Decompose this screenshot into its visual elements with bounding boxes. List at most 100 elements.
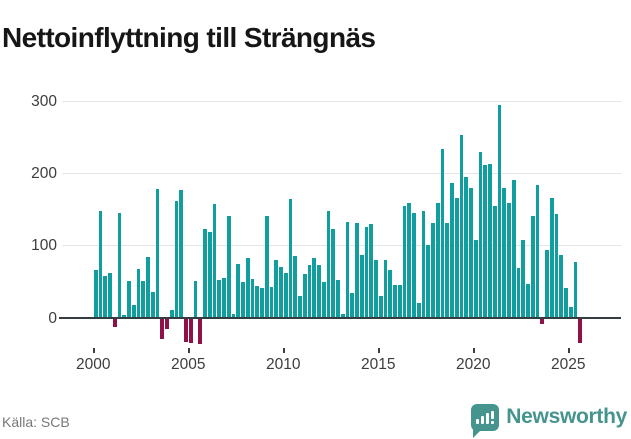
bar-2014-q2 (364, 227, 369, 318)
bar-2017-q1 (416, 303, 421, 318)
x-tick-label-2015: 2015 (361, 356, 396, 373)
bar-2012-q2 (326, 211, 331, 318)
bar-2017-q4 (431, 222, 435, 318)
bar-2014-q3 (369, 223, 374, 318)
bar-2005-q3 (198, 318, 203, 345)
x-tick-label-2025: 2025 (551, 356, 586, 373)
bar-2005-q4 (203, 229, 207, 318)
bar-2020-q4 (488, 163, 492, 318)
bar-2015-q3 (388, 269, 393, 318)
bar-2004-q2 (174, 201, 179, 318)
bar-2007-q1 (226, 216, 231, 318)
bar-2011-q4 (317, 264, 321, 318)
bar-2017-q3 (426, 245, 431, 318)
bar-2016-q3 (407, 203, 412, 318)
bar-2019-q1 (454, 197, 459, 318)
x-tick-label-2020: 2020 (456, 356, 491, 373)
bar-2012-q3 (331, 229, 336, 318)
bar-2011-q3 (312, 258, 317, 318)
bar-2009-q4 (279, 266, 283, 318)
bar-2019-q3 (464, 177, 469, 318)
bar-2003-q1 (150, 291, 155, 318)
bar-2012-q1 (321, 282, 326, 318)
bar-2015-q2 (383, 259, 388, 318)
bar-2014-q1 (359, 255, 364, 318)
bar-2008-q2 (250, 279, 255, 318)
x-tick-label-2005: 2005 (171, 356, 206, 373)
bar-2001-q3 (122, 314, 127, 318)
x-tick-2005 (187, 348, 190, 353)
newsworthy-bubble-chart-icon (471, 403, 500, 438)
gridline-300 (62, 101, 621, 102)
x-tick-2000 (92, 348, 95, 353)
bar-2023-q1 (530, 215, 535, 318)
y-tick-label-300: 300 (31, 93, 57, 110)
bar-2016-q4 (412, 212, 416, 318)
bar-2000-q1 (93, 269, 98, 318)
bar-2023-q2 (535, 185, 540, 318)
bar-2019-q2 (459, 134, 464, 318)
bar-2010-q3 (293, 256, 298, 318)
gridline-100 (62, 245, 621, 247)
bar-2003-q3 (160, 318, 165, 339)
bar-2001-q1 (112, 318, 117, 328)
bar-2002-q1 (131, 305, 136, 318)
y-tick-label-0: 0 (48, 309, 57, 327)
bar-2009-q2 (269, 287, 274, 318)
bar-2005-q1 (188, 318, 193, 344)
bar-2024-q2 (554, 213, 559, 318)
bar-2012-q4 (336, 279, 340, 318)
bar-2023-q4 (545, 250, 549, 318)
bar-2025-q3 (578, 318, 583, 344)
bar-2018-q2 (440, 148, 445, 318)
bar-2025-q1 (568, 306, 573, 318)
bar-2021-q4 (507, 202, 511, 318)
bar-2018-q3 (445, 222, 450, 318)
bar-2010-q1 (283, 272, 288, 318)
gridline-200 (62, 173, 621, 175)
zero-axis-line (59, 316, 621, 319)
bar-2011-q2 (307, 264, 312, 318)
bar-2006-q4 (222, 277, 226, 318)
bar-2022-q4 (526, 284, 530, 318)
bar-2008-q1 (245, 257, 250, 318)
bar-2006-q1 (207, 232, 212, 318)
bar-2013-q4 (355, 222, 359, 318)
newsworthy-logo-link[interactable]: Newsworthy (471, 398, 627, 438)
bar-2011-q1 (302, 274, 307, 318)
exclamation-glyph (491, 410, 495, 424)
bar-2015-q1 (378, 295, 383, 318)
bar-2021-q3 (502, 188, 507, 318)
bar-2016-q1 (397, 285, 402, 318)
bar-2006-q3 (217, 279, 222, 318)
bar-2000-q4 (108, 272, 112, 318)
bar-2022-q2 (516, 268, 521, 318)
bar-2008-q4 (260, 287, 264, 318)
x-tick-2015 (377, 348, 380, 353)
bar-2023-q3 (540, 318, 545, 325)
bar-2004-q1 (169, 309, 174, 318)
bar-2022-q3 (521, 240, 526, 318)
bar-2016-q2 (402, 205, 407, 318)
bar-2008-q3 (255, 286, 260, 318)
bar-2004-q3 (179, 189, 184, 318)
bar-2007-q4 (241, 282, 245, 318)
y-tick-label-100: 100 (31, 237, 57, 255)
bar-2002-q3 (141, 281, 146, 318)
chart-title: Nettoinflyttning till Strängnäs (2, 21, 376, 53)
bar-2014-q4 (374, 259, 378, 318)
x-tick-2010 (282, 348, 285, 353)
bar-2020-q1 (473, 240, 478, 318)
brand-name: Newsworthy (506, 405, 627, 428)
bar-2018-q4 (450, 183, 454, 318)
bar-2010-q2 (288, 199, 293, 318)
bar-2013-q1 (340, 313, 345, 318)
bar-2009-q1 (264, 216, 269, 318)
bar-2021-q1 (492, 205, 497, 318)
bar-2005-q2 (193, 281, 198, 318)
bar-2000-q2 (98, 211, 103, 318)
bar-2024-q4 (564, 287, 568, 318)
bar-2021-q2 (497, 105, 502, 318)
bar-2015-q4 (393, 285, 397, 318)
